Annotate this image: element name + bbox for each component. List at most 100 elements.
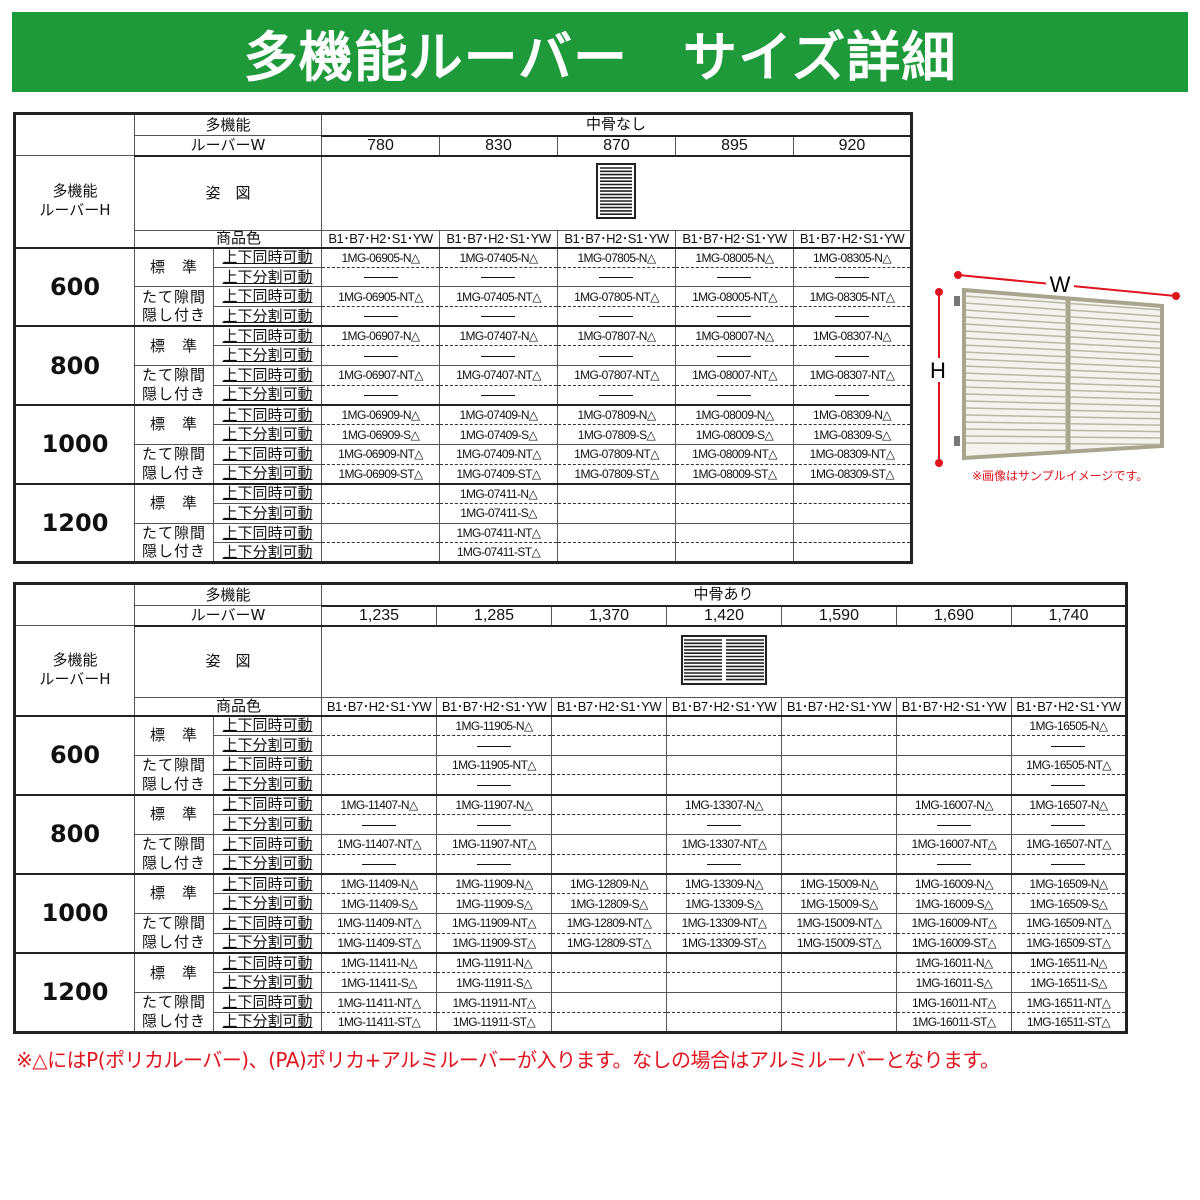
width-label: W [1050,272,1071,297]
product-code-cell [780,853,897,875]
group-header: 中骨あり [321,583,1127,607]
product-code: 1MG-07411-N△ [459,486,538,501]
product-code-cell [550,992,667,1013]
color-value: B1･B7･H2･S1･YW [556,230,676,249]
product-code-cell: 1MG-16505-NT△ [1010,754,1128,776]
height-value: 600 [14,714,135,796]
product-code-cell: 1MG-07411-NT△ [439,522,558,544]
color-label: 商品色 [216,230,262,248]
height-value-text: 1200 [41,508,109,537]
mode-sync: 上下同時可動 [212,522,323,544]
louver-slat [965,323,1068,331]
louver-slat [965,344,1068,351]
type-hidden-label: 隠し付き [141,542,206,561]
product-code-cell [550,774,667,796]
product-code-cell: 1MG-16511-N△ [1010,952,1128,974]
product-code: 1MG-08007-NT△ [692,368,777,383]
product-code: 1MG-11909-ST△ [452,935,536,950]
product-code: 1MG-06909-S△ [341,427,420,442]
louver-slat [1069,322,1161,330]
mode-label: 上下同時可動 [222,405,313,424]
product-code: 1MG-06909-N△ [341,408,420,423]
sample-image-caption: ※画像はサンプルイメージです。 [972,469,1149,483]
product-code-cell [321,853,437,875]
type-standard: 標 準 [134,872,214,914]
product-code: 1MG-08009-N△ [695,408,774,423]
color-value: B1･B7･H2･S1･YW [321,230,440,249]
product-code-cell: 1MG-13309-ST△ [665,932,782,954]
width-header-unit: ルーバーW [133,135,323,157]
product-code-cell: 1MG-08007-N△ [674,325,794,347]
product-code: 1MG-07809-NT△ [574,447,659,462]
table-row: 上下分割可動 1MG-11409-ST△ 1MG-11909-ST△ 1MG-1280… [15,932,1128,954]
width-value-text: 870 [603,136,630,154]
louver-slat [1069,416,1161,420]
product-code: 1MG-07805-N△ [577,250,656,265]
louver-slat [965,295,1068,305]
product-code-cell [321,384,440,406]
table-row: 上下分割可動 1MG-06909-ST△ 1MG-07409-ST△ 1MG-0780… [15,463,913,485]
product-code-cell [674,266,794,288]
mode-label: 上下同時可動 [222,755,313,774]
width-value-text: 895 [721,136,748,154]
table-row: 600 標 準上下同時可動 1MG-06905-N△ 1MG-07405-N△ 1MG-… [14,246,913,327]
product-code-cell [439,345,558,367]
product-code-cell: 1MG-11411-S△ [321,972,437,994]
product-code-cell: 1MG-16007-NT△ [895,833,1012,855]
product-code: 1MG-16507-N△ [1029,797,1108,812]
mode-label: 上下分割可動 [222,1012,313,1031]
product-code-cell: 1MG-08005-NT△ [674,286,794,308]
product-code: 1MG-15009-NT△ [796,916,882,931]
mode-label: 上下同時可動 [222,993,313,1012]
width-dimension: W [954,271,1180,300]
type-slit-hidden: たて隙間 隠し付き [134,286,214,327]
product-code: 1MG-08305-NT△ [809,289,895,304]
mode-label: 上下分割可動 [222,775,313,794]
group-header: 中骨なし [321,113,912,137]
product-code: 1MG-06907-NT△ [338,368,423,383]
mode-sync: 上下同時可動 [212,714,323,736]
type-slit-label: たて隙間 [141,993,206,1012]
product-code-cell [665,734,782,756]
product-code-cell: 1MG-12809-NT△ [550,912,667,934]
product-code-cell: 1MG-11909-NT△ [436,912,552,934]
product-code: 1MG-08007-N△ [695,329,774,344]
mode-split: 上下分割可動 [212,1011,323,1033]
width-value: 1,590 [780,605,897,627]
mode-split: 上下分割可動 [212,345,323,367]
product-code-cell: 1MG-11909-ST△ [436,932,552,954]
product-code-cell: 1MG-06907-N△ [321,325,440,347]
product-code-cell: 1MG-06909-ST△ [321,463,440,485]
product-code-cell: 1MG-16509-N△ [1010,872,1128,895]
product-code-cell: 1MG-12809-ST△ [550,932,667,954]
product-code-cell [780,972,897,994]
product-code-cell: 1MG-07411-S△ [439,502,558,524]
product-code-cell [321,774,437,796]
mode-label: 上下分割可動 [222,346,313,365]
product-code-cell [895,774,1012,796]
louver-slat [1069,409,1161,414]
louver-slat [1069,396,1161,401]
not-available-dash [362,824,396,826]
mode-sync: 上下同時可動 [212,365,323,386]
product-code-cell: 1MG-11911-NT△ [436,992,552,1013]
product-code-cell: 1MG-07809-N△ [556,404,676,426]
table-row: たて隙間 隠し付き 上下同時可動 1MG-07411-NT△ [15,522,913,564]
width-value: 1,370 [550,605,667,627]
product-code-cell: 1MG-08009-NT△ [674,443,794,465]
not-available-dash [834,316,869,318]
type-standard: 標 準 [134,403,214,445]
mode-split: 上下分割可動 [212,424,323,445]
product-code-cell [439,306,558,327]
louver-slat [965,421,1068,425]
product-code-cell [550,952,667,974]
product-code: 1MG-11911-S△ [456,975,532,990]
mode-split: 上下分割可動 [212,502,323,524]
mode-split: 上下分割可動 [212,306,323,327]
type-hidden-label: 隠し付き [141,385,206,404]
louver-figure-icon [596,163,636,220]
product-code-cell: 1MG-13309-NT△ [665,912,782,934]
product-code-cell: 1MG-08009-N△ [674,404,794,426]
color-value: B1･B7･H2･S1･YW [895,697,1012,717]
table-row: たて隙間 隠し付き 上下同時可動 1MG-06909-NT△ 1MG-07409-NT△… [15,443,913,485]
